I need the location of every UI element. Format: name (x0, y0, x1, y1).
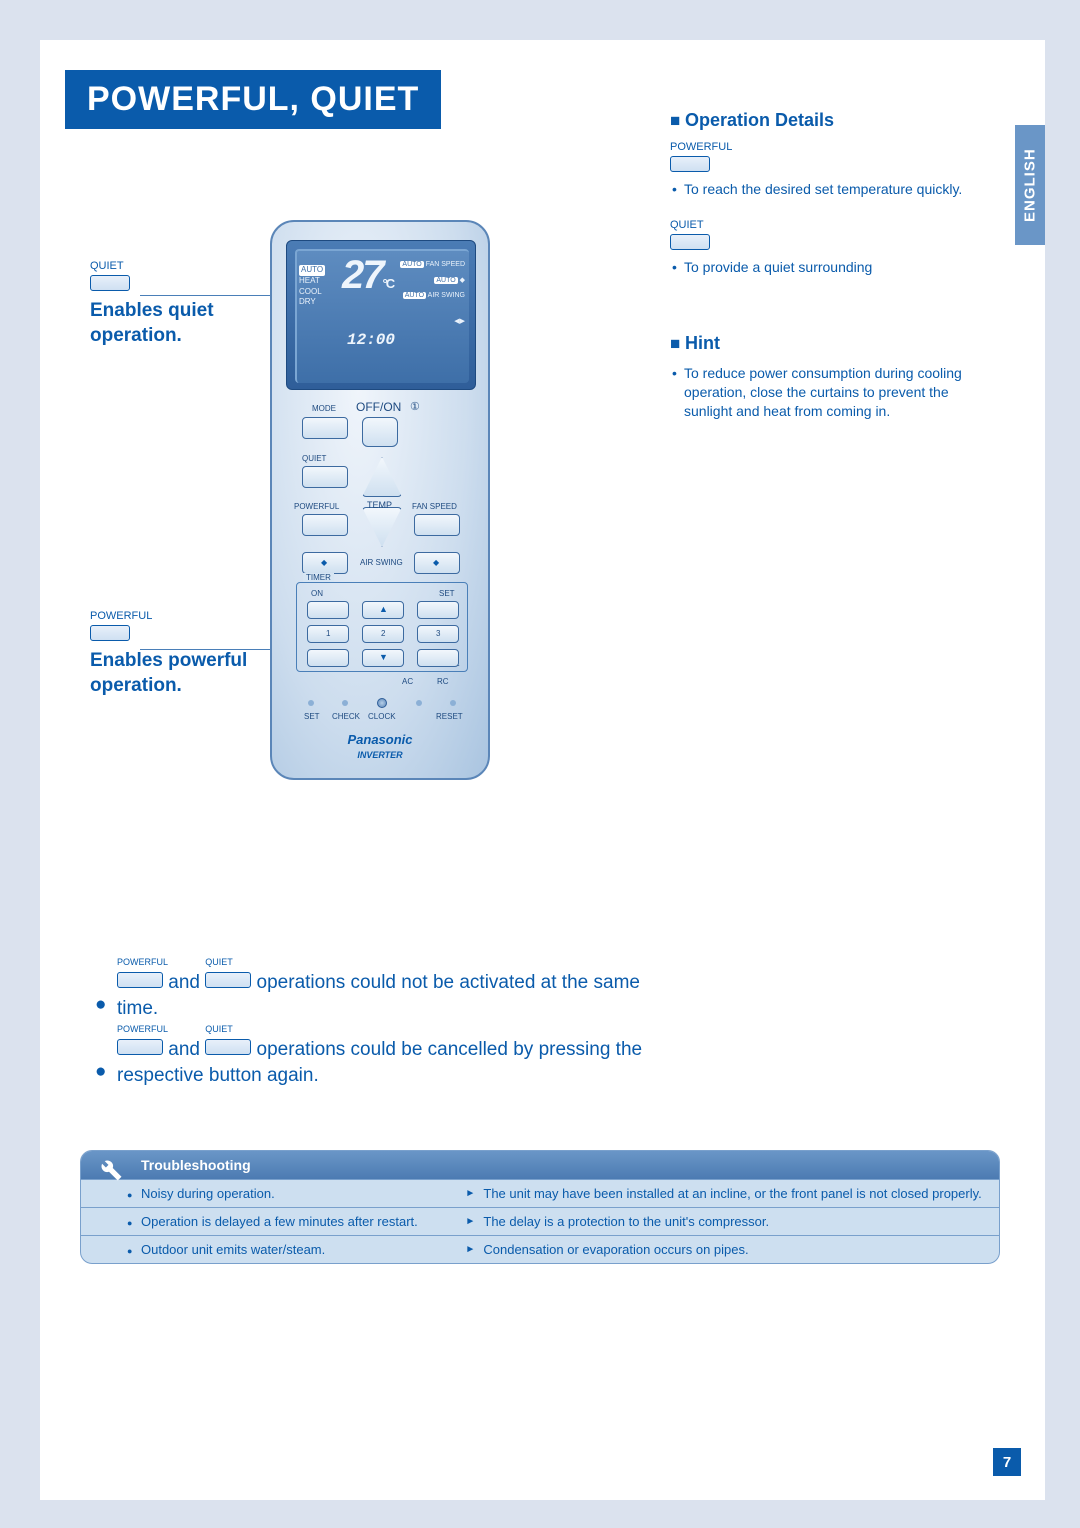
powerful-button[interactable] (302, 514, 348, 536)
timer-3-button[interactable]: 3 (417, 625, 459, 643)
timer-on-button[interactable] (307, 601, 349, 619)
mode-button[interactable] (302, 417, 348, 439)
timer-2-button[interactable]: 2 (362, 625, 404, 643)
inverter-label: INVERTER (272, 750, 488, 760)
timer-off-button[interactable] (307, 649, 349, 667)
troubleshooting-heading: Troubleshooting (81, 1151, 999, 1179)
powerful-desc: To reach the desired set temperature qui… (670, 180, 980, 199)
timer-1-button[interactable]: 1 (307, 625, 349, 643)
lcd-time: 12:00 (347, 331, 395, 349)
table-row: Outdoor unit emits water/steam. Condensa… (81, 1236, 999, 1264)
airswing-right-button[interactable]: ◆ (414, 552, 460, 574)
offon-button[interactable] (362, 417, 398, 447)
timer-cancel-button[interactable] (417, 649, 459, 667)
quiet-label: QUIET (670, 219, 980, 231)
powerful-inline-icon (117, 972, 163, 988)
quiet-remote-label: QUIET (302, 454, 326, 463)
powerful-icon (670, 156, 710, 172)
callout-quiet-label: QUIET (90, 260, 265, 272)
lcd-right: AUTO FAN SPEED AUTO ◆ AUTO AIR SWING ◀▶ (400, 261, 465, 333)
callout-powerful-desc: Enables powerful operation. (90, 649, 265, 698)
hint-heading: Hint (670, 333, 980, 354)
airswing-left-button[interactable]: ◆ (302, 552, 348, 574)
bottom-notes: ● POWERFUL and QUIET operations could no… (95, 970, 655, 1105)
quiet-icon (670, 234, 710, 250)
powerful-label: POWERFUL (670, 141, 980, 153)
temp-label: TEMP (367, 500, 392, 510)
temp-up-button[interactable] (362, 457, 402, 497)
operation-details-heading: Operation Details (670, 110, 980, 131)
table-row: Operation is delayed a few minutes after… (81, 1208, 999, 1236)
page: POWERFUL, QUIET ENGLISH Operation Detail… (40, 40, 1045, 1500)
powerful-remote-label: POWERFUL (294, 502, 339, 511)
page-title: POWERFUL, QUIET (65, 70, 441, 129)
mode-label: MODE (312, 404, 336, 413)
troubleshooting-table: Noisy during operation. The unit may hav… (81, 1179, 999, 1263)
language-tab: ENGLISH (1015, 125, 1045, 245)
issue-cell: Outdoor unit emits water/steam. (81, 1236, 457, 1264)
page-number: 7 (993, 1448, 1021, 1476)
right-column: Operation Details POWERFUL To reach the … (670, 110, 980, 426)
airswing-label: AIR SWING (360, 558, 403, 567)
note-2: ● POWERFUL and QUIET operations could be… (95, 1037, 655, 1088)
powerful-inline-icon (117, 1039, 163, 1055)
lcd-display: AUTO HEAT COOL DRY 27°C 12:00 AUTO FAN S… (286, 240, 476, 390)
lcd-temp: 27°C (342, 253, 393, 298)
fanspeed-button[interactable] (414, 514, 460, 536)
timer-down-button[interactable]: ▼ (362, 649, 404, 667)
timer-panel: TIMER ON SET ▲ 1 2 3 OFF CANCEL ▼ (296, 582, 468, 672)
issue-cell: Noisy during operation. (81, 1180, 457, 1208)
lcd-modes: AUTO HEAT COOL DRY (299, 265, 325, 308)
brand-label: Panasonic (272, 732, 488, 747)
timer-up-button[interactable]: ▲ (362, 601, 404, 619)
issue-cell: Operation is delayed a few minutes after… (81, 1208, 457, 1236)
cause-cell: The unit may have been installed at an i… (457, 1180, 999, 1208)
cause-cell: The delay is a protection to the unit's … (457, 1208, 999, 1236)
quiet-inline-icon (205, 972, 251, 988)
quiet-inline-icon (205, 1039, 251, 1055)
quiet-button[interactable] (302, 466, 348, 488)
note-1: ● POWERFUL and QUIET operations could no… (95, 970, 655, 1021)
callout-powerful-icon (90, 625, 130, 641)
troubleshooting-panel: Troubleshooting Noisy during operation. … (80, 1150, 1000, 1264)
callout-quiet-icon (90, 275, 130, 291)
hint-text: To reduce power consumption during cooli… (670, 364, 980, 421)
quiet-desc: To provide a quiet surrounding (670, 258, 980, 277)
temp-down-button[interactable] (362, 507, 402, 547)
fanspeed-label: FAN SPEED (412, 502, 457, 511)
cause-cell: Condensation or evaporation occurs on pi… (457, 1236, 999, 1264)
offon-label: OFF/ON (356, 400, 401, 414)
table-row: Noisy during operation. The unit may hav… (81, 1180, 999, 1208)
timer-set-button[interactable] (417, 601, 459, 619)
remote-control: AUTO HEAT COOL DRY 27°C 12:00 AUTO FAN S… (270, 220, 490, 780)
